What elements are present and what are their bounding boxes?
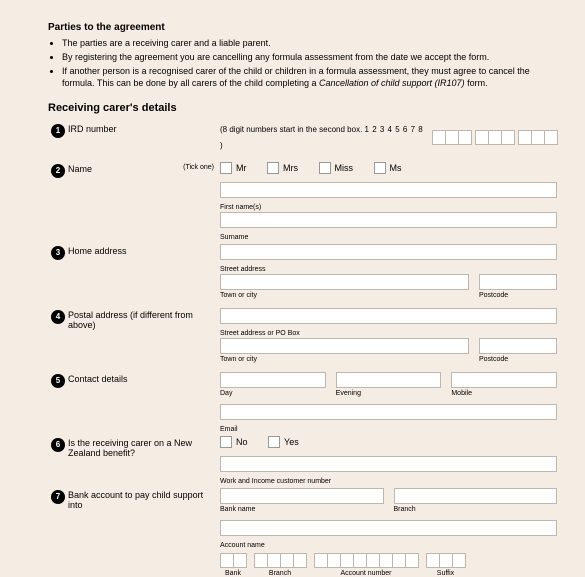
q7-row: 7 Bank account to pay child support into… <box>48 488 557 577</box>
q3-row: 3 Home address Street address Town or ci… <box>48 244 557 306</box>
phone-evening-input[interactable] <box>336 372 442 388</box>
q4-number: 4 <box>51 310 65 324</box>
branch-label: Branch <box>394 506 558 513</box>
benefit-yes[interactable]: Yes <box>268 436 299 448</box>
q7-label: Bank account to pay child support into <box>68 488 220 510</box>
ird-digit[interactable] <box>501 130 515 145</box>
q6-number: 6 <box>51 438 65 452</box>
q3-number: 3 <box>51 246 65 260</box>
home-postcode-input[interactable] <box>479 274 557 290</box>
postal-town-label: Town or city <box>220 356 469 363</box>
q2-label: Name(Tick one) <box>68 162 220 174</box>
surname-input[interactable] <box>220 212 557 228</box>
home-town-input[interactable] <box>220 274 469 290</box>
ird-digit[interactable] <box>432 130 446 145</box>
parties-heading: Parties to the agreement <box>48 22 557 33</box>
benefit-no[interactable]: No <box>220 436 248 448</box>
phone-evening-label: Evening <box>336 390 442 397</box>
bullet-1: The parties are a receiving carer and a … <box>62 37 557 49</box>
bank-name-input[interactable] <box>220 488 384 504</box>
title-miss[interactable]: Miss <box>319 162 354 174</box>
account-name-input[interactable] <box>220 520 557 536</box>
ird-digit[interactable] <box>445 130 459 145</box>
title-ms[interactable]: Ms <box>374 162 402 174</box>
postal-town-input[interactable] <box>220 338 469 354</box>
bullet-2: By registering the agreement you are can… <box>62 51 557 63</box>
ird-digit[interactable] <box>475 130 489 145</box>
q6-row: 6 Is the receiving carer on a New Zealan… <box>48 436 557 486</box>
home-street-input[interactable] <box>220 244 557 260</box>
q1-row: 1 IRD number (8 digit numbers start in t… <box>48 122 557 154</box>
postal-postcode-label: Postcode <box>479 356 557 363</box>
branch-seg-label: Branch <box>254 570 306 577</box>
q2-number: 2 <box>51 164 65 178</box>
wic-number-input[interactable] <box>220 456 557 472</box>
q5-number: 5 <box>51 374 65 388</box>
email-input[interactable] <box>220 404 557 420</box>
ird-group-1 <box>432 130 557 145</box>
title-mr[interactable]: Mr <box>220 162 247 174</box>
q5-row: 5 Contact details Day Evening Mobile Ema… <box>48 372 557 434</box>
ird-digit[interactable] <box>458 130 472 145</box>
q6-label: Is the receiving carer on a New Zealand … <box>68 436 220 458</box>
ird-digit[interactable] <box>544 130 558 145</box>
first-name-input[interactable] <box>220 182 557 198</box>
q1-label: IRD number <box>68 122 220 134</box>
postal-postcode-input[interactable] <box>479 338 557 354</box>
phone-day-label: Day <box>220 390 326 397</box>
ird-digit[interactable] <box>531 130 545 145</box>
q5-label: Contact details <box>68 372 220 384</box>
q4-label: Postal address (if different from above) <box>68 308 220 330</box>
title-mrs[interactable]: Mrs <box>267 162 298 174</box>
branch-input[interactable] <box>394 488 558 504</box>
q2-row: 2 Name(Tick one) Mr Mrs Miss Ms First na… <box>48 162 557 242</box>
q3-label: Home address <box>68 244 220 256</box>
first-name-label: First name(s) <box>220 204 557 211</box>
bank-seg-label: Bank <box>220 570 246 577</box>
email-label: Email <box>220 426 557 433</box>
parties-bullets: The parties are a receiving carer and a … <box>48 37 557 90</box>
phone-mobile-input[interactable] <box>451 372 557 388</box>
q1-number: 1 <box>51 124 65 138</box>
bank-name-label: Bank name <box>220 506 384 513</box>
ird-digit[interactable] <box>488 130 502 145</box>
q1-hint: (8 digit numbers start in the second box… <box>220 122 426 154</box>
home-postcode-label: Postcode <box>479 292 557 299</box>
postal-street-label: Street address or PO Box <box>220 330 557 337</box>
ird-digit[interactable] <box>518 130 532 145</box>
suffix-seg-label: Suffix <box>426 570 465 577</box>
surname-label: Surname <box>220 234 557 241</box>
section-title: Receiving carer's details <box>48 102 557 114</box>
account-name-label: Account name <box>220 542 557 549</box>
bullet-3: If another person is a recognised carer … <box>62 65 557 89</box>
phone-day-input[interactable] <box>220 372 326 388</box>
account-seg-label: Account number <box>314 570 418 577</box>
wic-number-label: Work and Income customer number <box>220 478 557 485</box>
q4-row: 4 Postal address (if different from abov… <box>48 308 557 370</box>
home-town-label: Town or city <box>220 292 469 299</box>
postal-street-input[interactable] <box>220 308 557 324</box>
phone-mobile-label: Mobile <box>451 390 557 397</box>
q7-number: 7 <box>51 490 65 504</box>
home-street-label: Street address <box>220 266 557 273</box>
